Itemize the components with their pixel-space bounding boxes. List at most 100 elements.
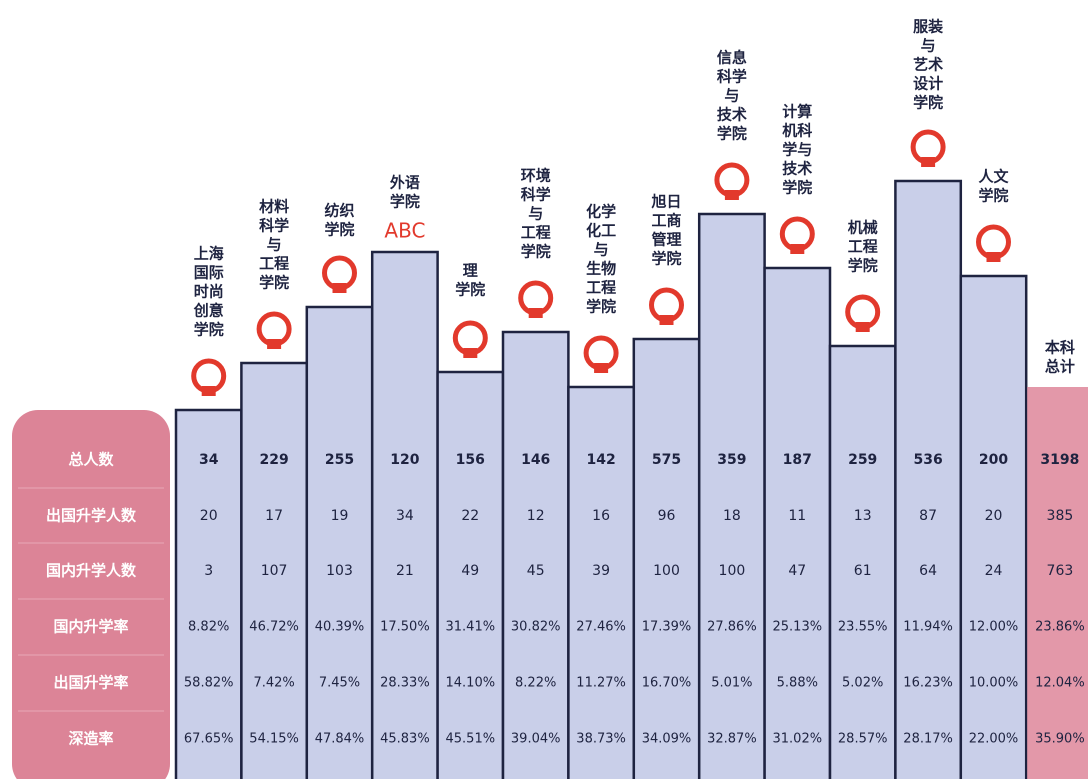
row-header: 总人数 bbox=[68, 451, 114, 469]
cell: 12 bbox=[527, 508, 545, 524]
cell: 61 bbox=[854, 563, 872, 579]
cell: 19 bbox=[331, 508, 349, 524]
column-name: 学院 bbox=[782, 179, 812, 197]
column-name: 本科 bbox=[1045, 339, 1075, 357]
cell: 32.87% bbox=[707, 732, 757, 747]
column-name: 科学 bbox=[717, 68, 747, 86]
cell: 34 bbox=[199, 452, 219, 468]
college-icon bbox=[201, 386, 216, 396]
column-name: 人文 bbox=[978, 168, 1009, 186]
cell: 7.42% bbox=[253, 676, 294, 691]
college-icon bbox=[724, 190, 739, 200]
cell: 763 bbox=[1047, 563, 1074, 579]
cell: 7.45% bbox=[319, 676, 360, 691]
column-name: 工商 bbox=[651, 212, 681, 230]
cell: 156 bbox=[456, 452, 485, 468]
cell: 3 bbox=[204, 563, 213, 579]
cell: 28.57% bbox=[838, 732, 888, 747]
cell: 11 bbox=[788, 508, 806, 524]
cell: 40.39% bbox=[315, 620, 365, 635]
column-name: 纺织 bbox=[324, 202, 354, 220]
cell: 16 bbox=[592, 508, 610, 524]
cell: 21 bbox=[396, 563, 414, 579]
cell: 54.15% bbox=[249, 732, 299, 747]
cell: 18 bbox=[723, 508, 741, 524]
cell: 45 bbox=[527, 563, 545, 579]
column-name: 学院 bbox=[651, 250, 681, 268]
cell: 12.04% bbox=[1035, 676, 1085, 691]
college-icon bbox=[855, 322, 870, 332]
column-name: 计算 bbox=[782, 103, 812, 121]
cell: 8.22% bbox=[515, 676, 556, 691]
cell: 536 bbox=[913, 452, 942, 468]
column-name: 艺术 bbox=[913, 56, 943, 74]
college-icon bbox=[463, 348, 478, 358]
cell: 34.09% bbox=[642, 732, 692, 747]
cell: 16.70% bbox=[642, 676, 692, 691]
cell: 28.17% bbox=[903, 732, 953, 747]
cell: 47 bbox=[788, 563, 806, 579]
cell: 23.55% bbox=[838, 620, 888, 635]
column-name: 学院 bbox=[717, 125, 747, 143]
cell: 20 bbox=[985, 508, 1003, 524]
cell: 11.94% bbox=[903, 620, 953, 635]
college-column bbox=[763, 266, 832, 779]
column-name: 学院 bbox=[455, 281, 485, 299]
column-name: 机械 bbox=[848, 219, 878, 237]
college-icon bbox=[267, 339, 282, 349]
college-icon bbox=[790, 244, 805, 254]
cell: 34 bbox=[396, 508, 414, 524]
column-name: 学院 bbox=[324, 221, 354, 239]
cell: 103 bbox=[326, 563, 353, 579]
cell: 35.90% bbox=[1035, 732, 1085, 747]
row-header: 出国升学人数 bbox=[46, 507, 137, 525]
college-icon bbox=[332, 283, 347, 293]
college-icon bbox=[659, 315, 674, 325]
college-column bbox=[240, 361, 309, 779]
cell: 11.27% bbox=[576, 676, 626, 691]
column-name: 上海 bbox=[194, 245, 224, 263]
cell: 30.82% bbox=[511, 620, 561, 635]
column-name: 与 bbox=[267, 236, 282, 254]
cell: 27.86% bbox=[707, 620, 757, 635]
column-name: 与 bbox=[921, 37, 936, 55]
column-name: 技术 bbox=[782, 160, 812, 178]
row-header: 深造率 bbox=[68, 730, 113, 748]
cell: 120 bbox=[390, 452, 419, 468]
cell: 39.04% bbox=[511, 732, 561, 747]
column-name: 与 bbox=[724, 87, 739, 105]
college-column bbox=[305, 305, 374, 779]
cell: 5.88% bbox=[777, 676, 818, 691]
column-name: 旭日 bbox=[650, 193, 681, 211]
college-icon bbox=[594, 363, 609, 373]
cell: 259 bbox=[848, 452, 877, 468]
column-name: 机科 bbox=[782, 122, 812, 140]
cell: 575 bbox=[652, 452, 681, 468]
cell: 146 bbox=[521, 452, 550, 468]
icon-text: ABC bbox=[384, 219, 425, 243]
college-icon bbox=[921, 157, 936, 167]
column-name: 工程 bbox=[586, 279, 616, 297]
cell: 10.00% bbox=[969, 676, 1019, 691]
cell: 22 bbox=[461, 508, 479, 524]
cell: 28.33% bbox=[380, 676, 430, 691]
column-name: 环境 bbox=[521, 167, 551, 185]
cell: 200 bbox=[979, 452, 1008, 468]
cell: 27.46% bbox=[576, 620, 626, 635]
column-name: 设计 bbox=[913, 75, 943, 93]
column-name: 化工 bbox=[586, 222, 616, 240]
cell: 25.13% bbox=[773, 620, 823, 635]
cell: 38.73% bbox=[576, 732, 626, 747]
cell: 47.84% bbox=[315, 732, 365, 747]
column-name: 化学 bbox=[586, 203, 616, 221]
college-column bbox=[959, 274, 1028, 779]
cell: 100 bbox=[653, 563, 680, 579]
cell: 49 bbox=[461, 563, 479, 579]
cell: 45.83% bbox=[380, 732, 430, 747]
column-name: 工程 bbox=[259, 255, 289, 273]
cell: 12.00% bbox=[969, 620, 1019, 635]
cell: 31.02% bbox=[773, 732, 823, 747]
column-name: 学院 bbox=[259, 274, 289, 292]
cell: 39 bbox=[592, 563, 610, 579]
